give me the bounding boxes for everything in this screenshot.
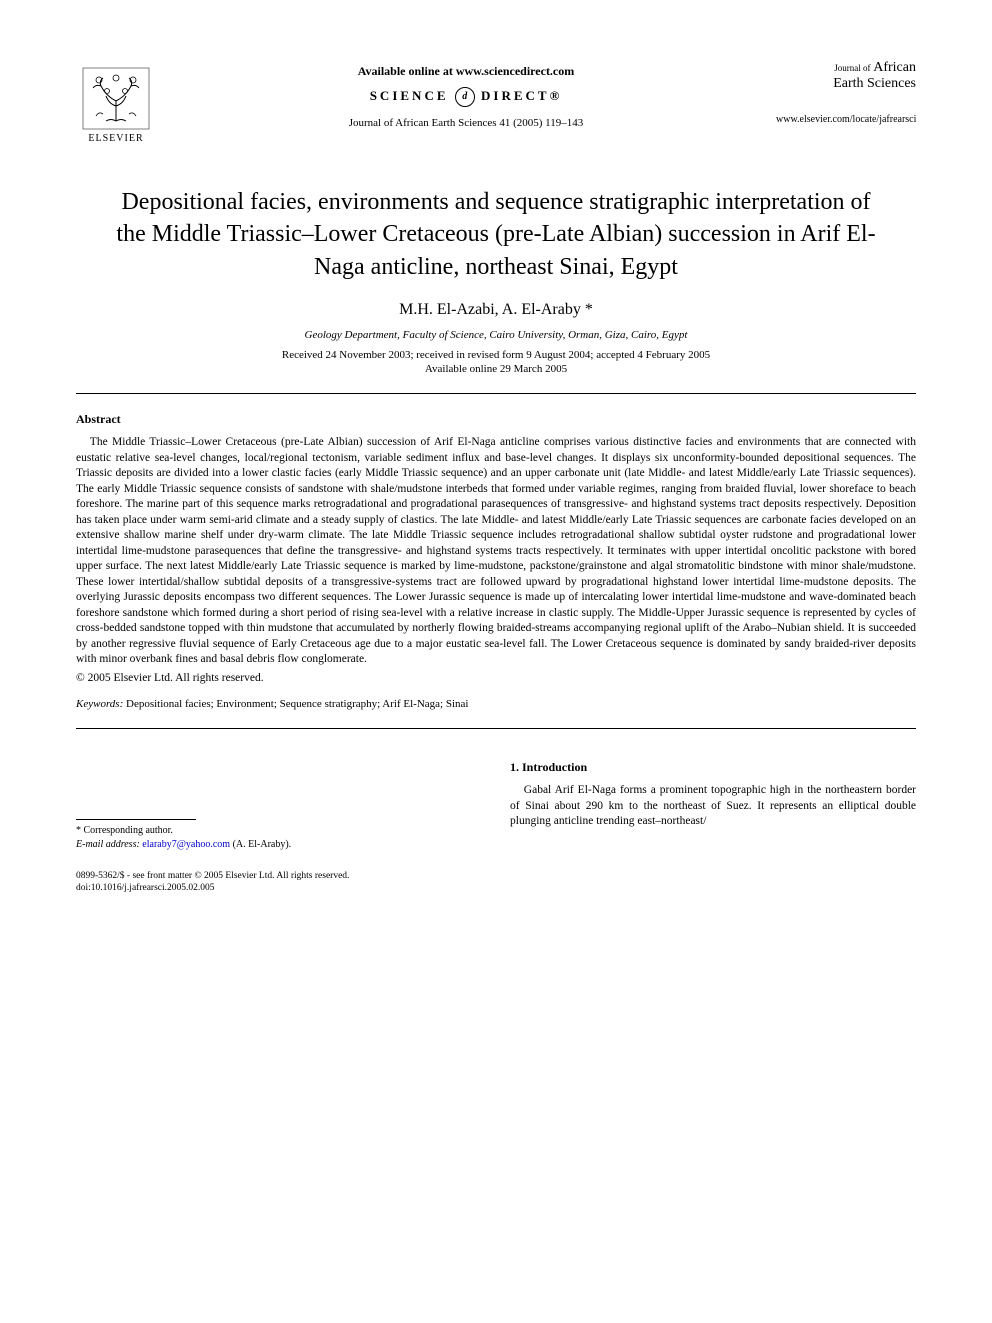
journal-logo: Journal of African Earth Sciences — [776, 60, 916, 92]
article-title: Depositional facies, environments and se… — [106, 186, 886, 283]
authors: M.H. El-Azabi, A. El-Araby * — [76, 301, 916, 319]
publisher-name: ELSEVIER — [88, 133, 143, 144]
journal-name-prefix: Journal of — [834, 63, 870, 73]
sciencedirect-logo: SCIENCE d DIRECT® — [156, 87, 776, 107]
copyright: © 2005 Elsevier Ltd. All rights reserved… — [76, 672, 916, 684]
footnote-rule — [76, 819, 196, 820]
keywords: Keywords: Depositional facies; Environme… — [76, 698, 916, 710]
email-label: E-mail address: — [76, 839, 140, 850]
journal-url: www.elsevier.com/locate/jafrearsci — [776, 114, 916, 125]
email-line: E-mail address: elaraby7@yahoo.com (A. E… — [76, 838, 482, 852]
elsevier-tree-icon — [81, 66, 151, 131]
email-link[interactable]: elaraby7@yahoo.com — [142, 839, 230, 850]
available-online-text: Available online at www.sciencedirect.co… — [156, 64, 776, 79]
center-header: Available online at www.sciencedirect.co… — [156, 60, 776, 129]
footnote-block: * Corresponding author. E-mail address: … — [76, 824, 482, 852]
abstract-text: The Middle Triassic–Lower Cretaceous (pr… — [76, 435, 916, 668]
left-column: * Corresponding author. E-mail address: … — [76, 759, 482, 852]
sd-left: SCIENCE — [370, 88, 449, 103]
sd-circle-icon: d — [455, 87, 475, 107]
journal-branding: Journal of African Earth Sciences www.el… — [776, 60, 916, 125]
divider-bottom — [76, 728, 916, 729]
abstract-heading: Abstract — [76, 412, 916, 427]
received-dates: Received 24 November 2003; received in r… — [76, 349, 916, 361]
footer-line1: 0899-5362/$ - see front matter © 2005 El… — [76, 870, 916, 882]
footer-info: 0899-5362/$ - see front matter © 2005 El… — [76, 870, 916, 895]
footer-line2: doi:10.1016/j.jafrearsci.2005.02.005 — [76, 882, 916, 894]
journal-reference: Journal of African Earth Sciences 41 (20… — [156, 117, 776, 129]
corresponding-author-note: * Corresponding author. — [76, 824, 482, 838]
affiliation: Geology Department, Faculty of Science, … — [76, 329, 916, 341]
keywords-label: Keywords: — [76, 698, 123, 710]
intro-heading: 1. Introduction — [510, 759, 916, 775]
page-container: ELSEVIER Available online at www.science… — [0, 0, 992, 935]
two-column-layout: * Corresponding author. E-mail address: … — [76, 759, 916, 852]
header-row: ELSEVIER Available online at www.science… — [76, 60, 916, 150]
email-after: (A. El-Araby). — [230, 839, 291, 850]
keywords-text: Depositional facies; Environment; Sequen… — [123, 698, 468, 710]
publisher-logo: ELSEVIER — [76, 60, 156, 150]
journal-name-line1: African — [873, 60, 916, 75]
journal-name-line2: Earth Sciences — [833, 76, 916, 91]
abstract-body: The Middle Triassic–Lower Cretaceous (pr… — [76, 435, 916, 668]
divider-top — [76, 393, 916, 394]
right-column: 1. Introduction Gabal Arif El-Naga forms… — [510, 759, 916, 852]
available-online-date: Available online 29 March 2005 — [76, 363, 916, 375]
intro-paragraph: Gabal Arif El-Naga forms a prominent top… — [510, 783, 916, 830]
sd-right: DIRECT® — [481, 88, 562, 103]
